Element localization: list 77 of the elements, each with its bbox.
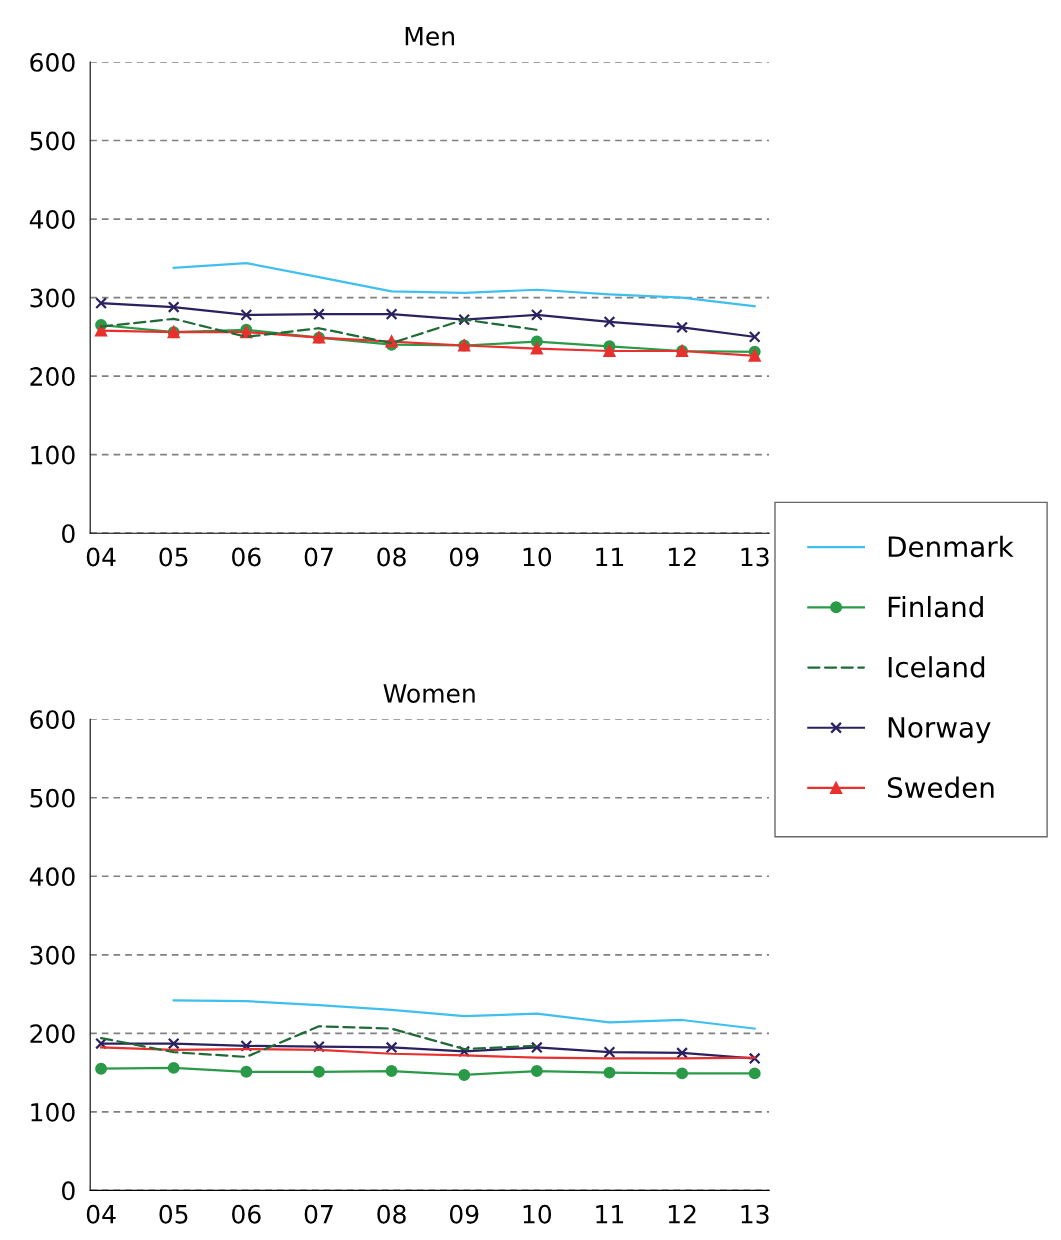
point [530, 1041, 543, 1054]
point [167, 301, 180, 313]
legend-label: Denmark [888, 535, 1014, 558]
point [95, 1062, 108, 1075]
x-tick-label: 08 [377, 547, 406, 567]
x-tick-label: 09 [449, 1204, 479, 1224]
point [240, 308, 253, 321]
point [458, 1068, 471, 1081]
x-tick-label: 06 [232, 1204, 261, 1224]
x-tick-label: 05 [159, 1204, 188, 1224]
point [748, 349, 761, 362]
x-tick-label: 11 [596, 547, 624, 567]
chart-title: Women [383, 684, 475, 703]
y-tick-label: 600 [30, 52, 75, 72]
point [167, 1061, 180, 1074]
point [312, 308, 325, 321]
point [240, 1039, 253, 1052]
x-tick-label: 05 [159, 547, 188, 567]
line-series [99, 1046, 756, 1060]
y-tick-label: 500 [30, 788, 75, 808]
x-tick-label: 07 [304, 1204, 333, 1224]
point [530, 342, 543, 355]
point [748, 1067, 761, 1080]
y-tick-label: 600 [30, 710, 75, 730]
x-tick-label: 07 [304, 547, 333, 567]
point [95, 324, 108, 337]
y-tick-label: 400 [29, 210, 75, 229]
point [312, 1065, 325, 1078]
x-tick-label: 11 [596, 1205, 624, 1224]
y-tick-label: 300 [30, 945, 75, 965]
y-tick-label: 400 [29, 867, 75, 887]
x-tick-label: 10 [523, 547, 552, 567]
x-tick-label: 08 [377, 1204, 406, 1224]
point [676, 1047, 689, 1059]
y-tick-label: 500 [30, 131, 75, 151]
x-tick-label: 13 [741, 1204, 769, 1224]
point [385, 1041, 398, 1054]
y-tick-label: 0 [62, 1181, 75, 1201]
y-tick-label: 200 [30, 1024, 75, 1044]
point [530, 308, 543, 321]
point [95, 297, 108, 310]
point [603, 1066, 616, 1079]
line-series [172, 999, 756, 1030]
point [676, 321, 689, 334]
x-tick-label: 10 [523, 1204, 552, 1224]
legend-label: Finland [888, 595, 983, 618]
point [385, 308, 398, 321]
point [312, 1040, 325, 1053]
line-series [99, 1025, 538, 1058]
point [603, 1046, 616, 1059]
y-tick-label: 0 [62, 524, 75, 544]
legend-label: Sweden [887, 776, 994, 799]
point [603, 315, 616, 328]
x-tick-label: 12 [668, 547, 696, 567]
point [748, 330, 761, 343]
x-tick-label: 04 [86, 547, 116, 567]
y-tick-label: 100 [31, 445, 75, 465]
legend-label: Norway [888, 717, 991, 744]
point [167, 1037, 180, 1050]
x-tick-label: 12 [668, 1204, 696, 1224]
y-tick-label: 200 [30, 367, 75, 386]
point [748, 1052, 761, 1065]
chart-title: Men [405, 27, 454, 46]
y-tick-label: 300 [30, 288, 75, 308]
x-tick-label: 09 [449, 547, 479, 567]
point [240, 1065, 253, 1078]
y-tick-label: 100 [31, 1102, 75, 1122]
legend-label: Iceland [888, 656, 985, 678]
x-tick-label: 04 [86, 1204, 116, 1224]
line-series [172, 261, 756, 308]
x-tick-label: 13 [741, 547, 769, 567]
point [385, 1065, 398, 1077]
point [458, 1045, 471, 1058]
x-tick-label: 06 [232, 547, 261, 567]
point [458, 313, 471, 326]
point [530, 1065, 543, 1077]
point [676, 1067, 689, 1080]
